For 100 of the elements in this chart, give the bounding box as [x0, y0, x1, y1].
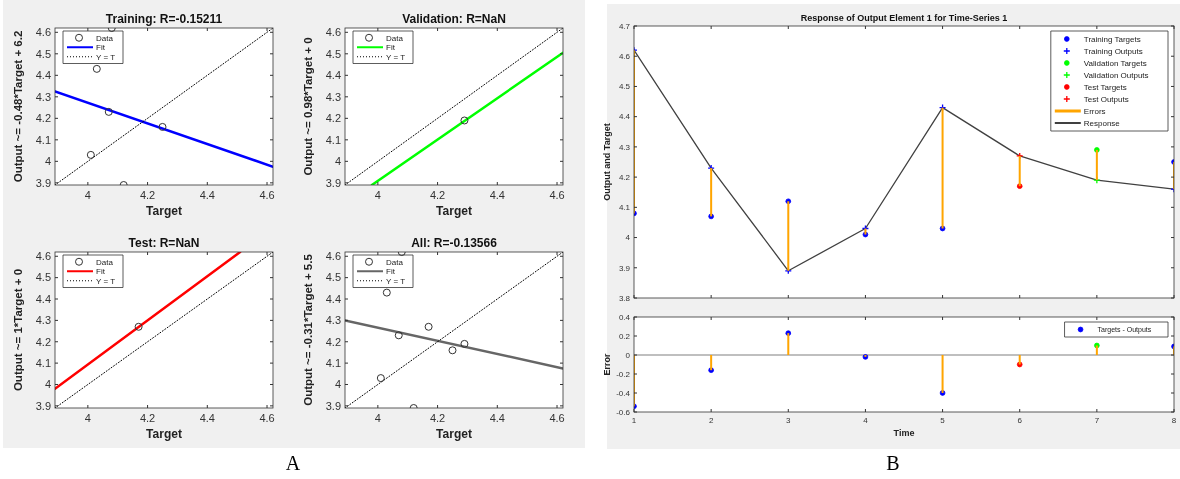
legend-label: Response — [1083, 118, 1121, 128]
x-tick-label: 4 — [374, 189, 381, 201]
x-axis-title: Target — [146, 204, 182, 218]
legend-label: Fit — [386, 267, 396, 277]
y-tick-label: 4.6 — [35, 26, 51, 39]
y-tick-label: 3.9 — [35, 176, 51, 189]
y-tick-label: 3.9 — [325, 399, 341, 412]
text: B — [886, 452, 900, 474]
y-tick-label: 4.3 — [618, 142, 631, 152]
y-tick-label: 3.9 — [35, 399, 51, 412]
y-tick-label: 4.4 — [35, 69, 51, 82]
y-tick-label: 4.3 — [325, 314, 341, 327]
legend-label: Validation Targets — [1083, 58, 1147, 68]
legend-label: Fit — [96, 267, 106, 277]
y-tick-label: 4.1 — [325, 356, 341, 369]
y-tick-label: 3.9 — [325, 176, 341, 189]
x-axis-title: Target — [436, 427, 472, 441]
y-tick-label: 4.3 — [325, 90, 341, 103]
legend-label: Errors — [1083, 106, 1106, 116]
y-tick-label: 4.6 — [325, 250, 341, 263]
y-tick-label: 4 — [44, 155, 51, 168]
y-tick-label: 4 — [44, 378, 51, 391]
y-tick-label: 4.6 — [325, 26, 341, 39]
x-tick-label: 4.4 — [489, 189, 505, 201]
y-tick-label: -0.6 — [616, 407, 631, 417]
x-axis-title: Time — [893, 428, 915, 438]
y-tick-label: -0.4 — [616, 388, 631, 398]
legend-label: Fit — [96, 43, 106, 53]
x-tick-label: 4.2 — [139, 412, 156, 424]
y-axis-title: Output ~= 1*Target + 0 — [12, 268, 24, 392]
legend-label: Y = T — [386, 276, 406, 286]
y-tick-label: 4 — [625, 233, 631, 243]
y-tick-label: 4.2 — [325, 112, 341, 125]
y-tick-label: -0.2 — [616, 369, 631, 379]
x-tick-label: 4.2 — [429, 189, 446, 201]
legend-label: Y = T — [96, 276, 116, 286]
y-tick-label: 0.4 — [618, 312, 631, 322]
legend-label: Data — [96, 33, 114, 43]
y-tick-label: 0.2 — [618, 331, 631, 341]
y-tick-label: 4.4 — [325, 292, 341, 305]
legend-label: Training Outputs — [1083, 46, 1143, 56]
y-tick-label: 4.2 — [325, 335, 341, 348]
y-tick-label: 4.4 — [35, 292, 51, 305]
y-tick-label: 4.2 — [35, 112, 51, 125]
x-tick-label: 4.4 — [489, 412, 505, 424]
text: A — [285, 452, 301, 474]
y-tick-label: 4.4 — [325, 69, 341, 82]
y-tick-label: 4.5 — [325, 47, 341, 60]
legend-label: Y = T — [96, 52, 116, 62]
legend-label: Fit — [386, 43, 396, 53]
y-tick-label: 3.8 — [618, 293, 631, 303]
x-axis-title: Target — [436, 204, 472, 218]
legend-label: Data — [386, 257, 404, 267]
x-tick-label: 4 — [84, 189, 91, 201]
y-tick-label: 4 — [334, 155, 341, 168]
legend-label: Data — [96, 257, 114, 267]
x-tick-label: 4.4 — [199, 189, 215, 201]
y-tick-label: 4.3 — [35, 90, 51, 103]
y-tick-label: 4.5 — [35, 271, 51, 284]
y-tick-label: 4.1 — [35, 356, 51, 369]
x-tick-label: 2 — [708, 416, 714, 425]
x-tick-label: 4.4 — [199, 412, 215, 424]
y-tick-label: 0 — [625, 350, 631, 360]
y-tick-label: 4.1 — [35, 133, 51, 146]
x-tick-label: 4 — [863, 416, 869, 425]
legend-label: Test Targets — [1083, 82, 1127, 92]
y-tick-label: 4.6 — [618, 52, 631, 62]
legend-label: Data — [386, 33, 404, 43]
y-tick-label: 4.2 — [35, 335, 51, 348]
legend-label: Y = T — [386, 52, 406, 62]
chart-title: Test: R=NaN — [128, 236, 200, 250]
x-tick-label: 4.2 — [139, 189, 156, 201]
x-tick-label: 4.6 — [259, 189, 275, 201]
x-tick-label: 4.6 — [549, 412, 565, 424]
y-tick-label: 4.4 — [618, 112, 631, 122]
x-tick-label: 6 — [1017, 416, 1023, 425]
y-tick-label: 4.1 — [618, 203, 631, 213]
x-tick-label: 4.6 — [259, 412, 275, 424]
y-tick-label: 4.2 — [618, 172, 631, 182]
x-tick-label: 4.6 — [549, 189, 565, 201]
x-tick-label: 1 — [631, 416, 637, 425]
x-tick-label: 4.2 — [429, 412, 446, 424]
legend-label: Validation Outputs — [1083, 70, 1149, 80]
y-tick-label: 4 — [334, 378, 341, 391]
y-tick-label: 4.6 — [35, 250, 51, 263]
chart-title: Training: R=-0.15211 — [105, 12, 223, 26]
x-tick-label: 8 — [1171, 416, 1177, 425]
y-tick-label: 4.5 — [325, 271, 341, 284]
legend-label: Test Outputs — [1083, 94, 1129, 104]
y-tick-label: 4.1 — [325, 133, 341, 146]
x-tick-label: 3 — [786, 416, 792, 425]
legend-label: Training Targets — [1083, 34, 1141, 44]
y-axis-title: Output ~= -0.31*Target + 5.5 — [302, 253, 314, 406]
chart-title: Response of Output Element 1 for Time-Series 1 — [800, 13, 1008, 23]
y-tick-label: 4.5 — [618, 82, 631, 92]
y-tick-label: 4.5 — [35, 47, 51, 60]
x-tick-label: 5 — [940, 416, 946, 425]
y-axis-title: Error — [602, 353, 612, 376]
chart-title: Validation: R=NaN — [402, 12, 506, 26]
x-tick-label: 4 — [84, 412, 91, 424]
